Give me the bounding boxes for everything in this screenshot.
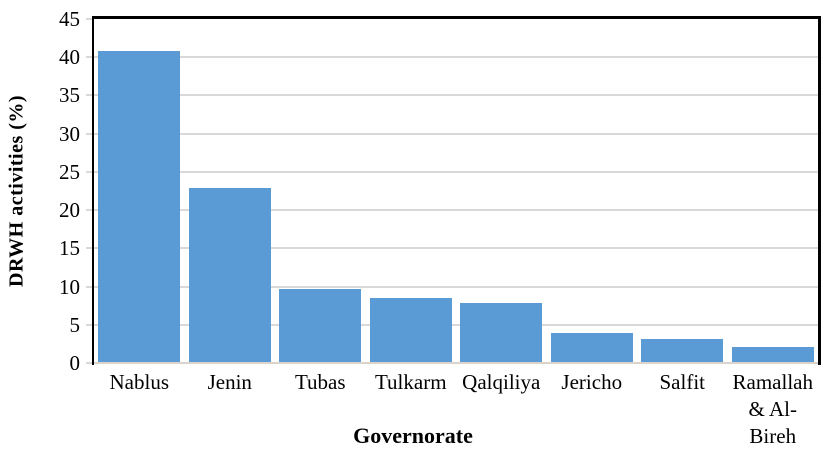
y-tick-mark [86, 247, 94, 250]
bar-qalqiliya [460, 303, 543, 363]
y-tick-label: 45 [59, 7, 80, 31]
x-category-label: Salfit [659, 370, 706, 394]
gridline [94, 247, 818, 250]
y-tick-label: 0 [69, 351, 81, 375]
bar-ramallah [731, 346, 814, 363]
gridline [94, 209, 818, 212]
y-tick-mark [86, 323, 94, 326]
bar-jericho [550, 333, 633, 363]
gridline [94, 285, 818, 288]
y-tick-label: 20 [59, 198, 80, 223]
y-tick-label: 40 [59, 45, 80, 70]
y-tick-label: 35 [59, 83, 80, 108]
bar-nablus [98, 51, 181, 363]
gridline [94, 323, 818, 326]
y-tick-mark [86, 209, 94, 212]
x-category-label: Jericho [561, 370, 623, 394]
y-tick-mark [86, 132, 94, 135]
gridline [94, 170, 818, 173]
x-category-label: Ramallah & Al- Bireh [732, 370, 813, 448]
x-axis-line [94, 362, 818, 364]
y-tick-label: 5 [69, 312, 81, 337]
x-category-label: Jenin [207, 370, 252, 394]
y-tick-mark [86, 94, 94, 97]
y-tick-label: 10 [59, 274, 80, 299]
bar-tulkarm [369, 298, 452, 363]
x-category-label: Nablus [109, 370, 170, 394]
y-tick-mark [86, 18, 94, 20]
y-tick-label: 15 [59, 236, 80, 261]
y-tick-mark [86, 56, 94, 59]
x-category-label: Tulkarm [374, 370, 447, 394]
y-tick-mark [86, 285, 94, 288]
plot-border [92, 16, 821, 365]
gridline [94, 94, 818, 97]
gridline [94, 132, 818, 135]
y-tick-label: 25 [59, 159, 80, 184]
x-category-label: Tubas [294, 370, 346, 394]
gridline [94, 56, 818, 59]
x-axis-title: Governorate [353, 423, 473, 448]
bar-jenin [188, 187, 271, 363]
bar-salfit [641, 338, 724, 363]
bar-tubas [279, 288, 362, 363]
y-tick-mark [86, 170, 94, 173]
y-tick-mark [86, 362, 94, 364]
y-tick-label: 30 [59, 121, 80, 146]
x-category-label: Qalqiliya [462, 370, 541, 394]
